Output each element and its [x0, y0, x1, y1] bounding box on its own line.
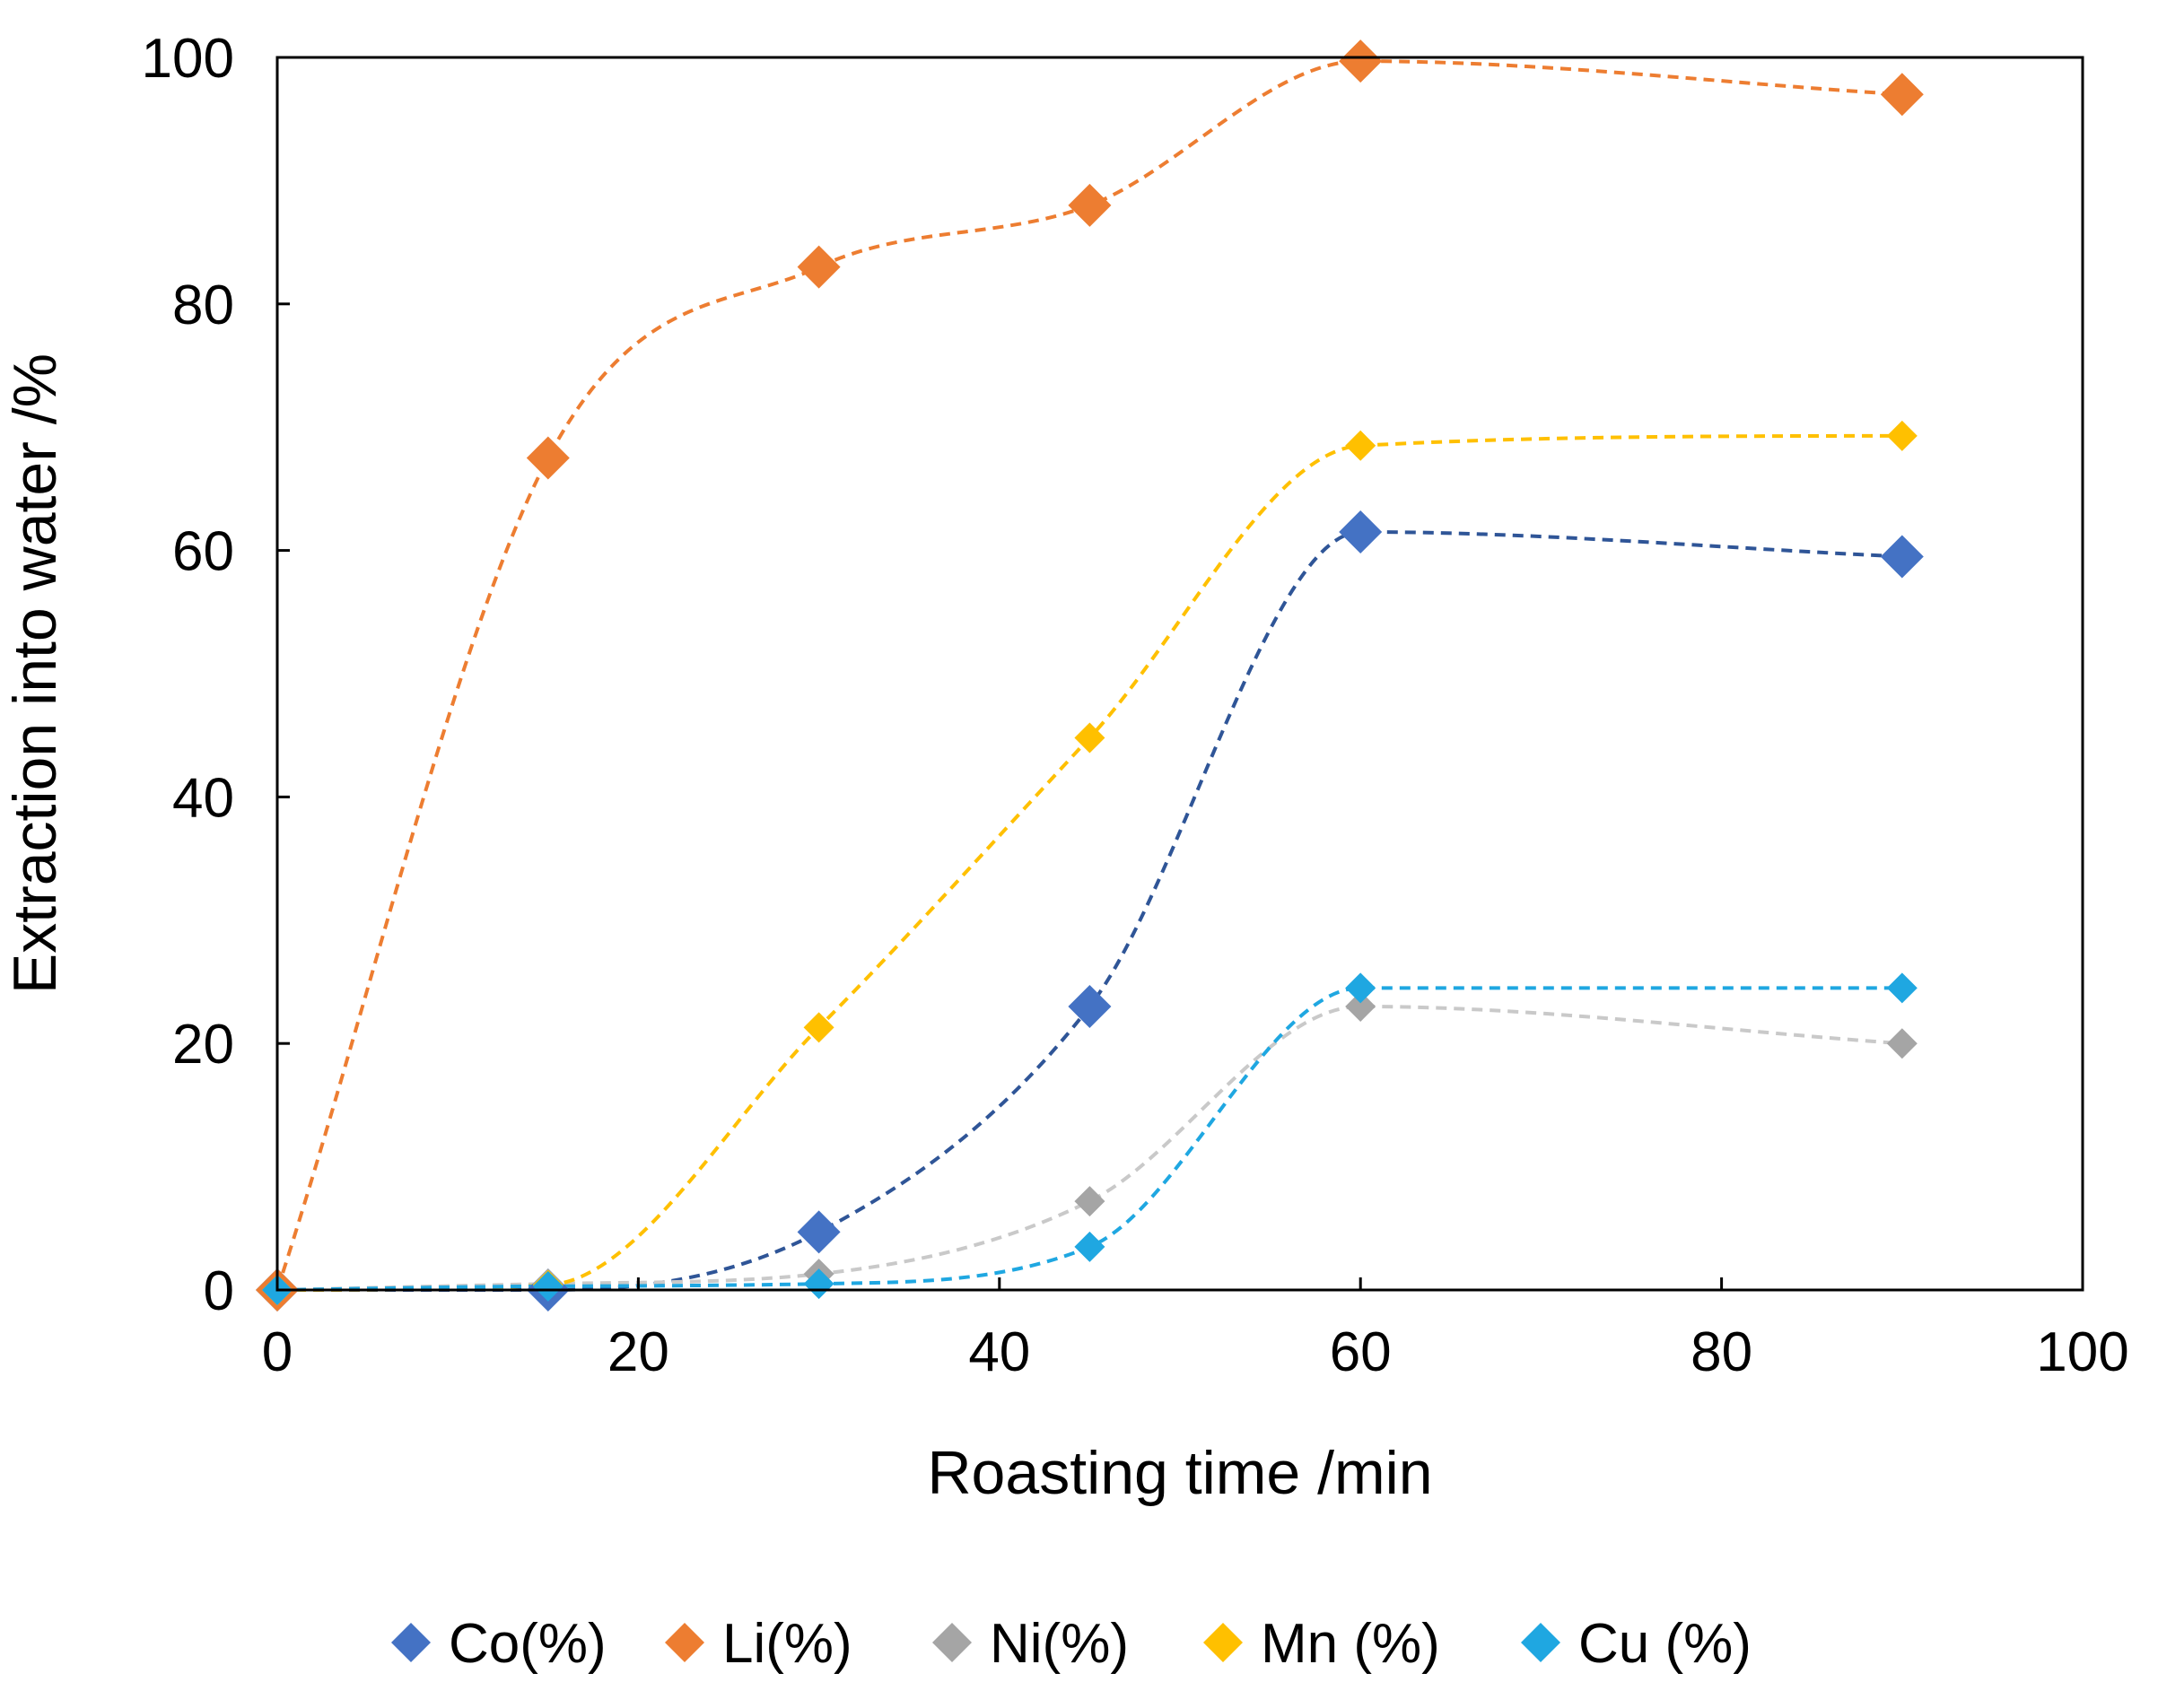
data-point-cu	[1886, 972, 1918, 1004]
data-point-cu	[1345, 972, 1376, 1004]
data-markers	[256, 39, 1924, 1312]
data-point-mn	[1345, 430, 1376, 461]
data-point-mn	[803, 1012, 834, 1043]
legend-item-mn: Mn (%)	[1203, 1613, 1440, 1675]
y-tick-label: 60	[172, 521, 234, 583]
legend-label: Mn (%)	[1261, 1613, 1440, 1675]
data-point-li	[797, 245, 841, 289]
legend-item-co: Co(%)	[391, 1613, 607, 1675]
data-point-ni	[1074, 1186, 1105, 1217]
legend-item-ni: Ni(%)	[932, 1613, 1129, 1675]
y-tick-label: 40	[172, 767, 234, 829]
legend: Co(%) Li(%) Ni(%) Mn (%) Cu (%)	[391, 1613, 1752, 1675]
data-point-cu	[532, 1270, 564, 1302]
x-tick-label: 0	[262, 1321, 293, 1383]
data-point-co	[1880, 535, 1924, 579]
data-point-co	[797, 1210, 841, 1254]
y-tick-label: 20	[172, 1014, 234, 1076]
x-tick-label: 100	[2036, 1321, 2128, 1383]
legend-label: Co(%)	[449, 1613, 607, 1675]
data-point-mn	[1074, 722, 1105, 754]
x-axis-title: Roasting time /min	[927, 1439, 1432, 1507]
data-point-co	[1068, 984, 1112, 1028]
legend-marker	[1521, 1623, 1560, 1662]
x-tick-label: 20	[607, 1321, 669, 1383]
data-point-cu	[803, 1268, 834, 1300]
trendline-cu	[276, 986, 1902, 1292]
plot-area-frame	[275, 56, 2084, 1292]
legend-item-cu: Cu (%)	[1521, 1613, 1752, 1675]
data-point-li	[1339, 39, 1383, 83]
y-tick-label: 100	[142, 28, 234, 90]
data-point-li	[1880, 73, 1924, 117]
trendline-li	[275, 59, 1902, 1291]
legend-item-li: Li(%)	[665, 1613, 852, 1675]
data-point-ni	[1345, 990, 1376, 1022]
data-point-cu	[1074, 1231, 1105, 1262]
axis-ticks: 0 20 40 60 80 100 0 20 40 60 80 100	[142, 28, 2129, 1383]
legend-label: Li(%)	[722, 1613, 852, 1675]
y-axis-title: Extraction into water /%	[1, 353, 69, 994]
y-tick-label: 80	[172, 274, 234, 336]
data-point-ni	[1886, 1028, 1918, 1059]
data-point-mn	[1886, 420, 1918, 451]
data-point-li	[1068, 183, 1112, 227]
legend-marker	[391, 1623, 431, 1662]
legend-marker	[932, 1623, 972, 1662]
y-tick-label: 0	[204, 1260, 234, 1322]
data-point-co	[1339, 510, 1383, 553]
x-tick-label: 40	[968, 1321, 1030, 1383]
legend-label: Cu (%)	[1578, 1613, 1752, 1675]
legend-marker	[1203, 1623, 1243, 1662]
x-tick-label: 60	[1330, 1321, 1392, 1383]
legend-label: Ni(%)	[990, 1613, 1129, 1675]
legend-marker	[665, 1623, 704, 1662]
x-tick-label: 80	[1691, 1321, 1752, 1383]
data-point-li	[526, 436, 570, 480]
